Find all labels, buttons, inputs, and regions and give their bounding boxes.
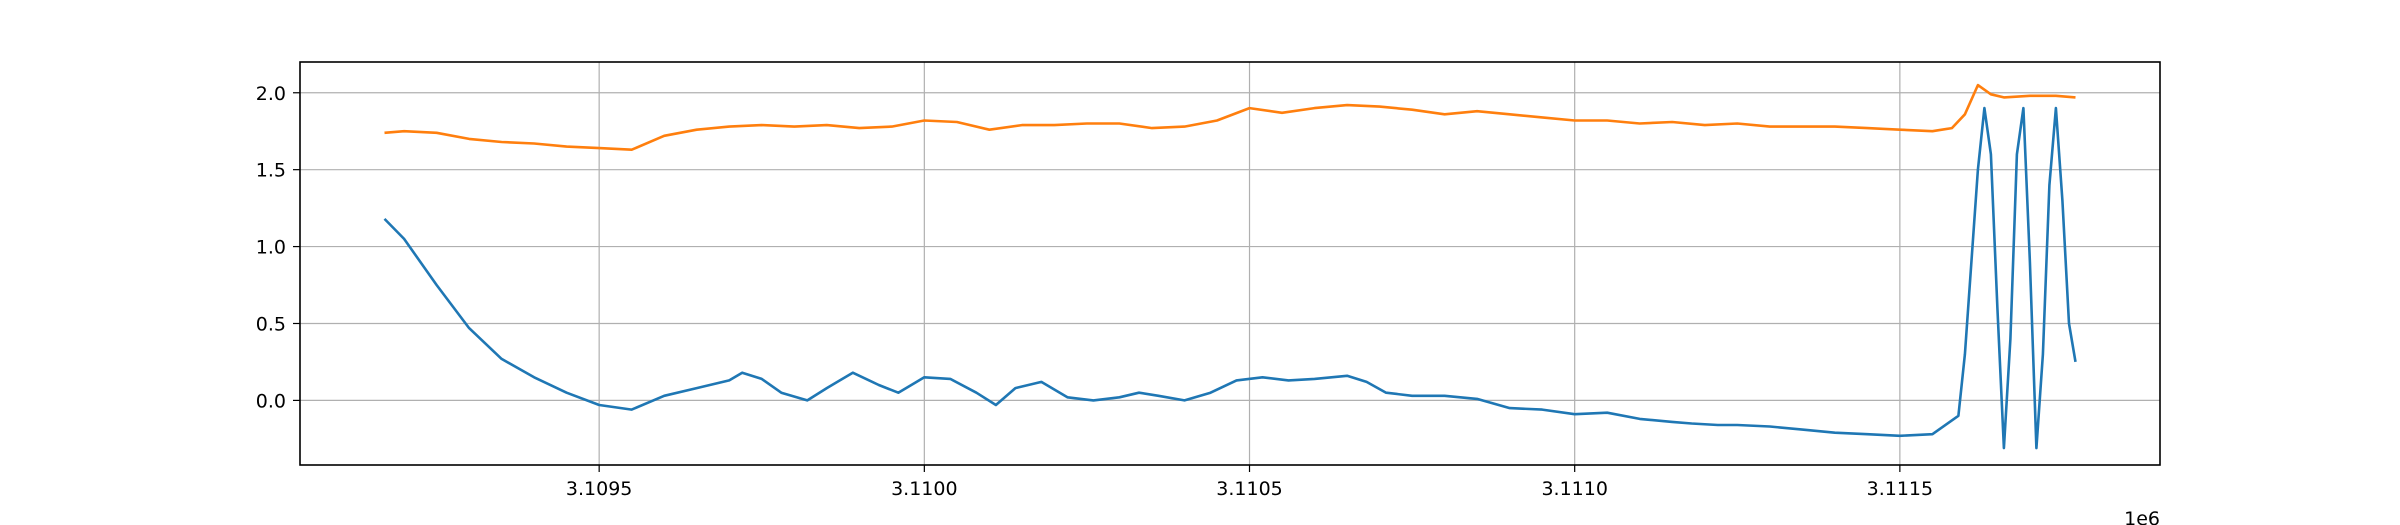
- y-tick-label: 0.5: [256, 313, 286, 335]
- y-tick-label: 1.0: [256, 237, 286, 259]
- grid-lines: [300, 62, 2160, 465]
- x-offset-label: 1e6: [2124, 508, 2160, 525]
- x-tick-label: 3.1095: [566, 478, 632, 500]
- axes-frame: [299, 61, 2161, 466]
- x-tick-label: 3.1100: [891, 478, 957, 500]
- x-tick-label: 3.1105: [1216, 478, 1282, 500]
- y-tick-label: 2.0: [256, 83, 286, 105]
- y-tick-label: 1.5: [256, 160, 286, 182]
- x-tick-label: 3.1110: [1541, 478, 1607, 500]
- plot-series: [383, 83, 2077, 450]
- y-tick-label: 0.0: [256, 390, 286, 412]
- series-line-2: [384, 83, 2076, 151]
- axis-ticks: 3.1095 3.1100 3.1105 3.1110 3.1115 0.0 0.5 1.0 1…: [256, 83, 1933, 500]
- x-tick-label: 3.1115: [1867, 478, 1933, 500]
- series-line-1: [383, 106, 2077, 450]
